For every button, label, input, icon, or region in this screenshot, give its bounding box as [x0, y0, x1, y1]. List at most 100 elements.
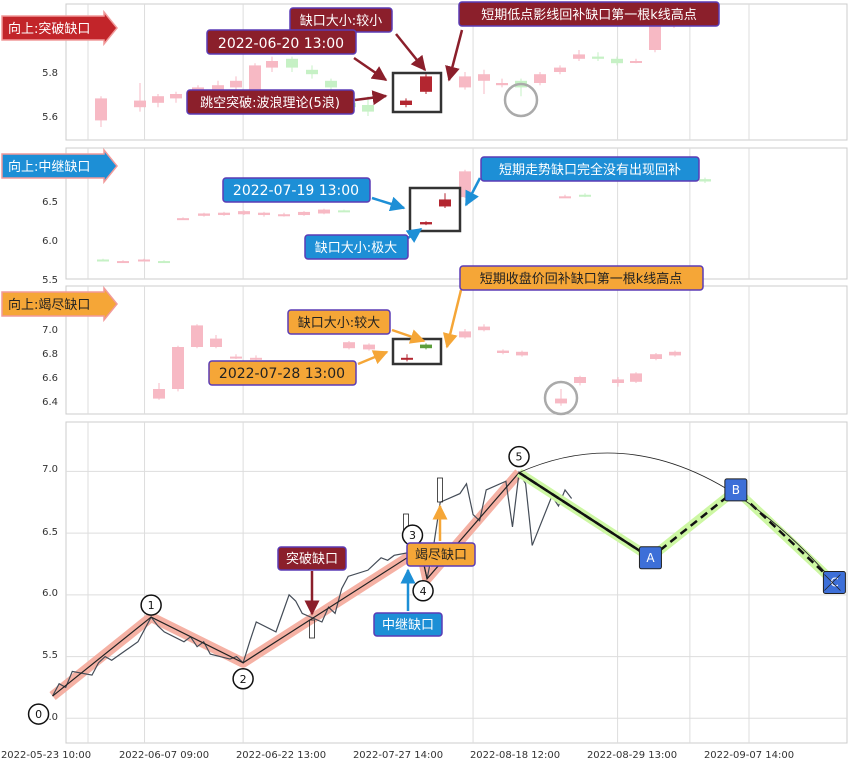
candle	[258, 211, 270, 217]
panel-breakaway-tag: 向上:突破缺口	[1, 9, 118, 47]
candle	[559, 194, 571, 199]
ytick-label: 6.0	[42, 588, 58, 599]
projection-point-label: C	[830, 576, 838, 590]
candle	[172, 345, 184, 392]
panel-breakaway-tag-label: 向上:突破缺口	[8, 21, 90, 37]
fill-circle-breakaway	[503, 82, 539, 118]
panel-breakaway-yticks: 5.6 5.8	[42, 68, 58, 123]
candle	[230, 354, 242, 359]
callout-runaway-fill: 短期走势缺口完全没有出现回补	[480, 156, 700, 182]
candle	[95, 96, 107, 127]
ytick-label: 6.5	[42, 527, 58, 538]
callout-text: 2022-07-28 13:00	[219, 366, 345, 382]
callout-breakaway-date: 2022-06-20 13:00	[206, 29, 357, 55]
wave-point-label: 4	[420, 585, 427, 598]
gap-label: 中继缺口	[373, 612, 443, 637]
callout-exhaustion-size: 缺口大小:较大	[287, 309, 391, 335]
ytick-label: 7.0	[42, 464, 58, 475]
callout-text: 短期收盘价回补缺口第一根k线高点	[480, 271, 683, 287]
candle	[630, 372, 642, 383]
candle	[650, 353, 662, 361]
gap-label: 突破缺口	[277, 546, 347, 571]
callout-runaway-date: 2022-07-19 13:00	[222, 177, 371, 203]
candle	[338, 209, 350, 213]
candle	[400, 98, 412, 108]
panel-breakaway-frame	[65, 3, 848, 141]
candle	[218, 211, 230, 216]
candle	[198, 212, 210, 217]
candle	[250, 355, 262, 361]
panel-runaway-yticks: 5.5 6.0 6.5	[42, 197, 58, 286]
candle	[266, 56, 278, 72]
callout-arrows	[353, 29, 482, 366]
xtick-label: 2022-08-29 13:00	[587, 750, 677, 761]
callout-breakaway-fill: 短期低点影线回补缺口第一根k线高点	[458, 1, 720, 27]
candle	[630, 58, 642, 64]
callout-text: 跳空突破:波浪理论(5浪)	[200, 95, 340, 111]
wave-point-label: 5	[516, 451, 523, 464]
callout-text: 2022-07-19 13:00	[233, 183, 359, 199]
wave-point-label: 3	[409, 529, 416, 542]
candle	[249, 63, 261, 94]
candle	[612, 377, 624, 387]
candle	[574, 375, 586, 386]
candle	[401, 354, 413, 362]
candle	[138, 258, 150, 262]
candle	[298, 211, 310, 216]
xtick-label: 2022-06-07 09:00	[119, 750, 209, 761]
c-cross-marker	[824, 574, 841, 591]
panel-runaway-tag-label: 向上:中继缺口	[8, 159, 90, 175]
candle	[152, 94, 164, 108]
candle	[573, 50, 585, 61]
ytick-label: 5.5	[42, 650, 58, 661]
candle	[478, 324, 490, 332]
wave-point: 3	[401, 524, 424, 546]
projection-point-label: A	[646, 551, 655, 565]
projection-point-label: B	[732, 483, 740, 497]
candle	[534, 72, 546, 86]
candle	[134, 83, 146, 112]
panel-exhaustion-yticks: 6.4 6.6 6.8 7.0	[42, 325, 58, 408]
candle	[592, 52, 604, 61]
candle	[439, 193, 451, 209]
wave-point: 1	[140, 594, 162, 616]
callout-breakaway-theory: 跳空突破:波浪理论(5浪)	[186, 89, 355, 115]
candle	[497, 349, 509, 355]
gap-marker	[437, 477, 443, 503]
projection-point: B	[724, 478, 748, 502]
fill-circle-exhaustion	[543, 380, 579, 416]
candle	[459, 72, 471, 90]
candle	[238, 210, 250, 216]
candle	[318, 208, 330, 215]
gap-marker	[309, 619, 315, 639]
ytick-label: 5.0	[42, 712, 58, 723]
wave-point: 0	[27, 703, 50, 725]
callout-text: 2022-06-20 13:00	[218, 36, 344, 52]
callout-text: 缺口大小:极大	[315, 241, 397, 256]
candle	[153, 383, 165, 400]
ytick-label: 6.5	[42, 197, 58, 208]
candle	[158, 260, 170, 264]
candle	[420, 343, 432, 350]
gap-label-text: 中继缺口	[382, 618, 434, 633]
candle	[177, 217, 189, 221]
gap-label: 竭尽缺口	[406, 542, 476, 567]
ytick-label: 7.0	[42, 325, 58, 336]
candle	[478, 69, 490, 94]
ytick-label: 5.5	[42, 275, 58, 286]
x-axis: 2022-05-23 10:00 2022-06-07 09:00 2022-0…	[1, 750, 794, 761]
candle	[496, 78, 508, 88]
ytick-label: 5.8	[42, 68, 58, 79]
candle	[554, 65, 566, 75]
wave-point-label: 2	[240, 673, 247, 686]
candle	[699, 177, 711, 184]
wave-point: 5	[508, 445, 530, 468]
candles	[95, 14, 711, 406]
candle	[363, 343, 375, 351]
candle	[210, 335, 222, 349]
candle	[516, 350, 528, 357]
main-yticks: 5.0 5.5 6.0 6.5 7.0	[42, 464, 58, 723]
wave-point-label: 0	[35, 708, 42, 721]
